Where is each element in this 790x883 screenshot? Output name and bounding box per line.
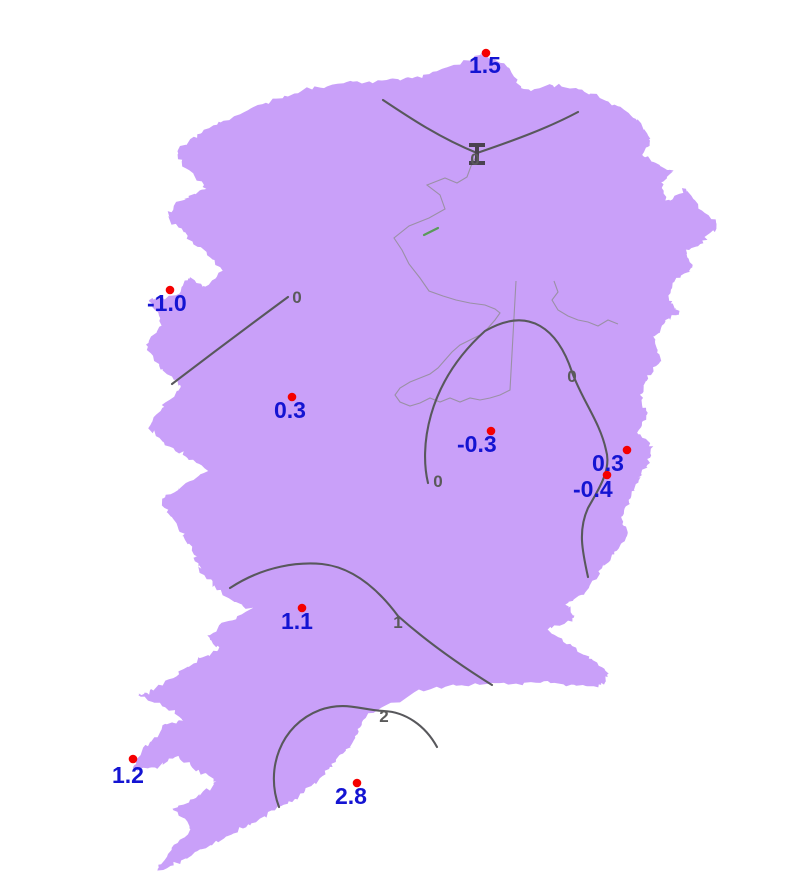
svg-text:1.5: 1.5 [469,52,501,78]
svg-text:0: 0 [470,150,479,169]
svg-text:0.3: 0.3 [274,397,306,423]
svg-text:-0.3: -0.3 [457,431,497,457]
svg-text:0.3: 0.3 [592,450,624,476]
svg-text:2: 2 [379,707,388,726]
svg-text:-1.0: -1.0 [147,290,187,316]
svg-text:-0.4: -0.4 [573,476,613,502]
svg-text:1.2: 1.2 [112,762,144,788]
svg-text:0: 0 [292,288,301,307]
svg-text:1.1: 1.1 [281,608,313,634]
svg-text:0: 0 [567,367,576,386]
svg-text:1: 1 [393,613,402,632]
svg-text:2.8: 2.8 [335,783,367,809]
svg-text:0: 0 [433,472,442,491]
